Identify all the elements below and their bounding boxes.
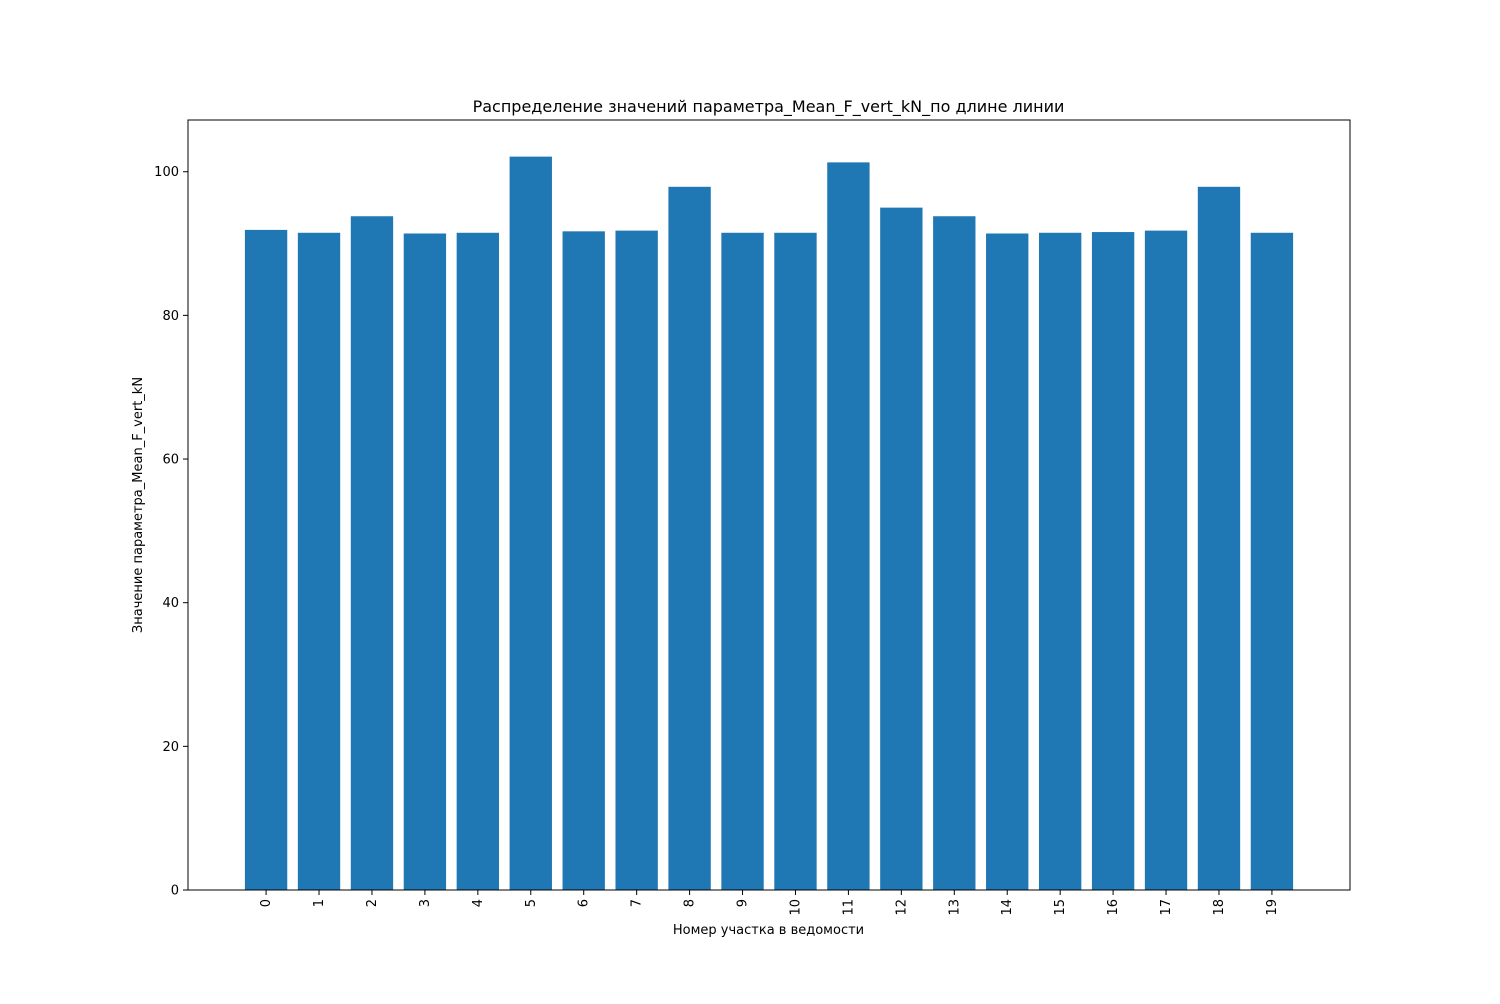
bar-5 bbox=[509, 156, 552, 891]
bar-17 bbox=[1144, 230, 1188, 891]
bar-8 bbox=[668, 186, 711, 891]
bar-9 bbox=[721, 232, 764, 891]
x-tick-label: 4 bbox=[471, 899, 486, 907]
bar-4 bbox=[456, 232, 500, 891]
x-tick-label: 16 bbox=[1106, 899, 1121, 916]
x-tick-label: 9 bbox=[736, 899, 751, 907]
bar-7 bbox=[615, 230, 658, 891]
x-tick-label: 17 bbox=[1159, 899, 1174, 916]
bar-10 bbox=[774, 232, 817, 891]
bar-19 bbox=[1250, 232, 1294, 891]
bar-6 bbox=[562, 231, 605, 890]
bars-layer bbox=[244, 156, 1294, 891]
x-tick-label: 1 bbox=[312, 899, 327, 907]
bar-1 bbox=[297, 232, 341, 891]
x-tick-label: 14 bbox=[1000, 899, 1015, 916]
x-tick-label: 10 bbox=[788, 899, 803, 916]
x-tick-label: 13 bbox=[947, 899, 962, 916]
x-tick-label: 2 bbox=[365, 899, 380, 907]
bar-18 bbox=[1197, 186, 1241, 891]
bar-13 bbox=[933, 216, 976, 890]
axes-layer: 0 1 2 3 4 5 6 7 8 9 10 11 12 13 14 15 16 17 18 190204060801… bbox=[154, 165, 1280, 915]
y-axis-label: Значение параметра_Mean_F_vert_kN bbox=[131, 377, 146, 633]
bar-12 bbox=[880, 207, 923, 890]
y-tick-label: 100 bbox=[154, 165, 179, 180]
y-tick-label: 40 bbox=[162, 596, 179, 611]
x-tick-label: 15 bbox=[1053, 899, 1068, 916]
x-tick-label: 8 bbox=[683, 899, 698, 907]
x-tick-label: 3 bbox=[418, 899, 433, 907]
bar-2 bbox=[350, 216, 394, 890]
y-tick-label: 80 bbox=[162, 309, 179, 324]
x-axis-label: Номер участка в ведомости bbox=[673, 923, 864, 938]
x-tick-label: 11 bbox=[841, 899, 856, 916]
x-tick-label: 19 bbox=[1265, 899, 1280, 916]
bar-15 bbox=[1038, 232, 1082, 891]
y-tick-label: 0 bbox=[171, 884, 179, 899]
chart-title: Распределение значений параметра_Mean_F_… bbox=[473, 97, 1065, 117]
x-tick-label: 12 bbox=[894, 899, 909, 916]
y-tick-label: 20 bbox=[162, 740, 179, 755]
bar-16 bbox=[1091, 232, 1135, 890]
y-tick-label: 60 bbox=[162, 453, 179, 468]
x-tick-label: 18 bbox=[1212, 899, 1227, 916]
bar-11 bbox=[827, 162, 870, 891]
x-tick-label: 0 bbox=[259, 899, 274, 907]
x-tick-label: 7 bbox=[630, 899, 645, 907]
x-tick-label: 5 bbox=[524, 899, 539, 907]
x-tick-label: 6 bbox=[577, 899, 592, 907]
bar-0 bbox=[244, 229, 288, 890]
plot-area-frame bbox=[187, 119, 1351, 891]
bar-3 bbox=[403, 233, 447, 891]
bar-14 bbox=[986, 233, 1029, 891]
